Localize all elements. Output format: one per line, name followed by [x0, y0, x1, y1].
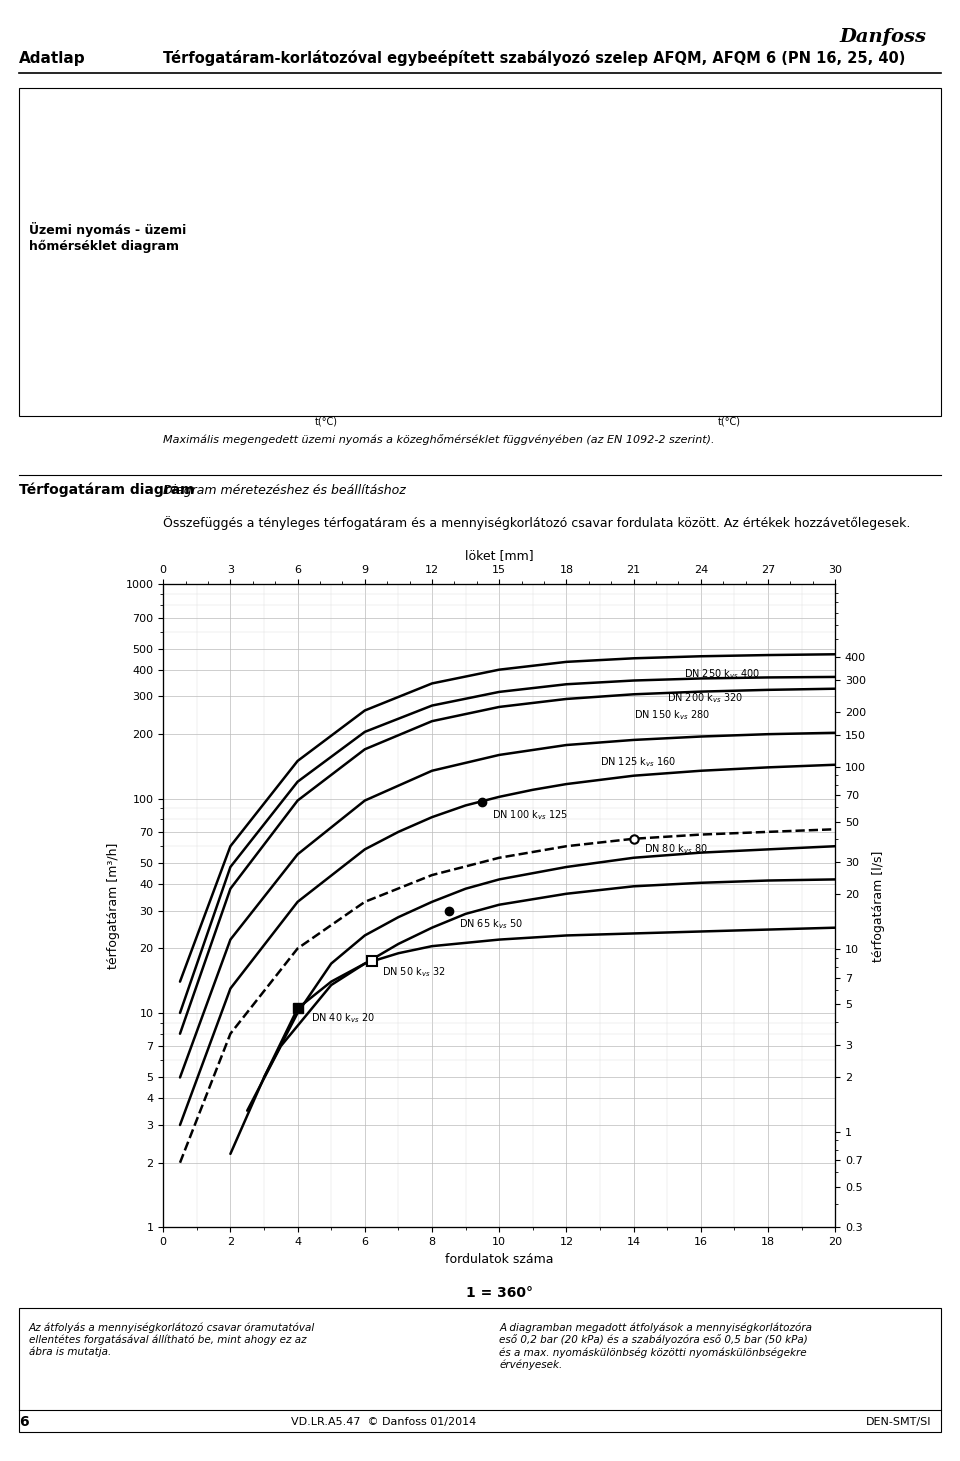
Text: DN 125 k$_{vs}$ 160: DN 125 k$_{vs}$ 160 — [600, 755, 676, 768]
X-axis label: löket [mm]: löket [mm] — [465, 549, 534, 562]
Text: DN 65 k$_{vs}$ 50: DN 65 k$_{vs}$ 50 — [459, 918, 523, 931]
Text: Az átfolyás a mennyiségkorlátozó csavar óramutatóval
ellentétes forgatásával áll: Az átfolyás a mennyiségkorlátozó csavar … — [29, 1322, 315, 1357]
Text: EN-GJL-250
(GG-25): EN-GJL-250 (GG-25) — [410, 248, 457, 267]
Text: DN 100 k$_{vs}$ 125: DN 100 k$_{vs}$ 125 — [492, 808, 568, 821]
Text: DN 250 k$_{vs}$ 400: DN 250 k$_{vs}$ 400 — [684, 668, 760, 681]
Text: üzemelési terület: üzemelési terület — [221, 291, 294, 300]
X-axis label: t(°C): t(°C) — [315, 416, 338, 427]
Y-axis label: térfogatáram [l/s]: térfogatáram [l/s] — [872, 850, 884, 961]
Text: Üzemi nyomás - üzemi
hőmérséklet diagram: Üzemi nyomás - üzemi hőmérséklet diagram — [29, 222, 186, 253]
Text: DN 150 k$_{vs}$ 280: DN 150 k$_{vs}$ 280 — [634, 709, 709, 722]
Text: VG159.101: VG159.101 — [911, 243, 917, 281]
Text: Térfogatáram-korlátozóval egybeépített szabályozó szelep AFQM, AFQM 6 (PN 16, 25: Térfogatáram-korlátozóval egybeépített s… — [163, 50, 905, 66]
Text: VD.LR.A5.47  © Danfoss 01/2014: VD.LR.A5.47 © Danfoss 01/2014 — [292, 1417, 476, 1426]
Text: üzemelési terület: üzemelési terület — [624, 295, 697, 304]
Text: VG060.391: VG060.391 — [508, 275, 514, 314]
Y-axis label: térfogatáram [m³/h]: térfogatáram [m³/h] — [107, 843, 120, 969]
Text: DN 200 k$_{vs}$ 320: DN 200 k$_{vs}$ 320 — [667, 691, 743, 704]
Text: DEN-SMT/SI: DEN-SMT/SI — [866, 1417, 931, 1426]
Text: DN 40 k$_{vs}$ 20: DN 40 k$_{vs}$ 20 — [311, 1011, 375, 1024]
X-axis label: t(°C): t(°C) — [718, 416, 741, 427]
Text: A diagramban megadott átfolyások a mennyiségkorlátozóra
eső 0,2 bar (20 kPa) és : A diagramban megadott átfolyások a menny… — [499, 1322, 812, 1370]
X-axis label: fordulatok száma: fordulatok száma — [444, 1252, 554, 1265]
Polygon shape — [154, 224, 499, 394]
Text: 6: 6 — [19, 1414, 29, 1429]
Text: Térfogatáram diagram: Térfogatáram diagram — [19, 482, 195, 497]
Polygon shape — [557, 205, 902, 394]
Text: PN 16: PN 16 — [254, 161, 295, 172]
Text: Danfoss: Danfoss — [840, 28, 926, 45]
Text: DN 50 k$_{vs}$ 32: DN 50 k$_{vs}$ 32 — [382, 966, 445, 979]
Y-axis label: P max(bar): P max(bar) — [522, 225, 532, 279]
Text: Maximális megengedett üzemi nyomás a közeghőmérséklet függvényében (az EN 1092-2: Maximális megengedett üzemi nyomás a köz… — [163, 434, 714, 446]
Y-axis label: P max(bar): P max(bar) — [119, 225, 129, 279]
Text: DN 80 k$_{vs}$ 80: DN 80 k$_{vs}$ 80 — [644, 843, 708, 856]
Text: Diagram méretezéshez és beállításhoz: Diagram méretezéshez és beállításhoz — [163, 484, 406, 497]
Text: EN-GJS-400
(GGG-40.3): EN-GJS-400 (GGG-40.3) — [830, 243, 878, 262]
Text: 140 (for DN 150-250): 140 (for DN 150-250) — [354, 377, 437, 386]
Text: Adatlap: Adatlap — [19, 51, 85, 66]
Text: 1 = 360°: 1 = 360° — [466, 1286, 533, 1300]
Text: PN 25: PN 25 — [657, 142, 699, 153]
Text: Összefüggés a tényleges térfogatáram és a mennyiségkorlátozó csavar fordulata kö: Összefüggés a tényleges térfogatáram és … — [163, 516, 911, 530]
